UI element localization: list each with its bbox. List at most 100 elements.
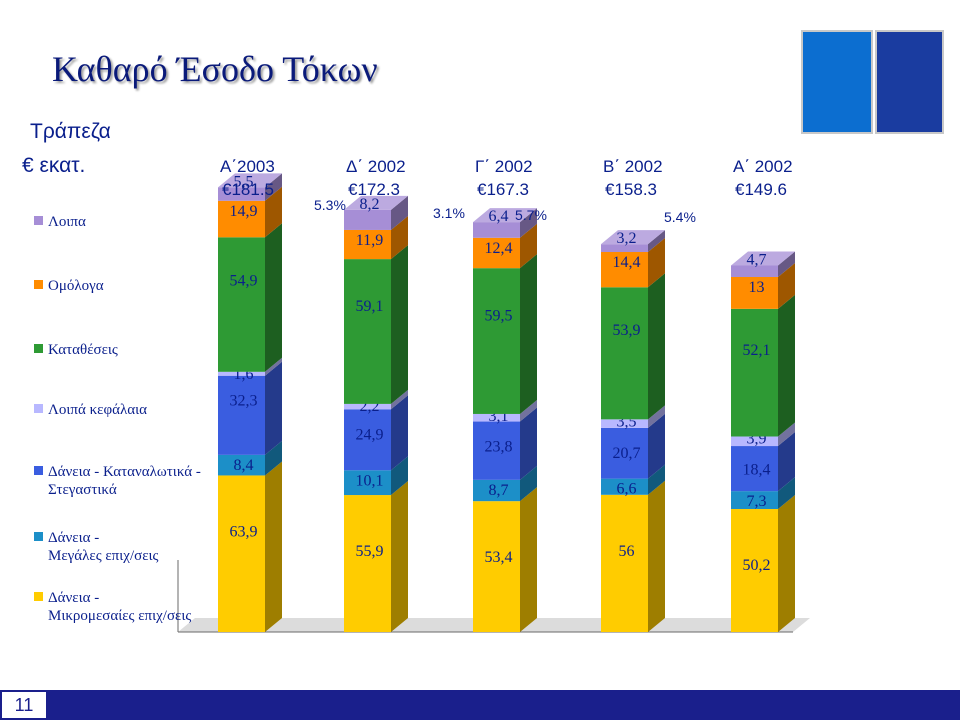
bar-segment-side: [778, 432, 795, 492]
alpha-bank-logo: [875, 30, 944, 134]
bar-top-face: [473, 208, 537, 223]
bar-segment: [731, 308, 778, 437]
data-label: 6,4: [489, 208, 509, 225]
bar-top-face: [344, 195, 408, 210]
category-label: Γ΄ 2002: [475, 157, 533, 176]
category-total: €181.5: [222, 180, 274, 199]
bar-segment: [601, 478, 648, 495]
bar-segment: [218, 375, 265, 455]
bar-segment-side: [778, 477, 795, 510]
bar-segment: [473, 421, 520, 480]
legend-label: Μικρομεσαίες επιχ/σεις: [48, 608, 191, 624]
bar-segment: [218, 237, 265, 372]
bar-top-face: [731, 251, 795, 266]
bar-segment-side: [391, 481, 408, 632]
bar-segment: [731, 436, 778, 447]
bar-segment-side: [520, 487, 537, 632]
bar-segment-side: [265, 223, 282, 372]
data-label: 56: [619, 543, 635, 560]
bar-segment-side: [648, 405, 665, 428]
data-label: 23,8: [485, 439, 513, 456]
bar-segment: [473, 237, 520, 269]
bar-segment: [344, 403, 391, 410]
legend-swatch: [34, 404, 43, 413]
legend-label: Δάνεια -: [48, 590, 99, 606]
bar-segment: [601, 244, 648, 253]
bar-segment-side: [520, 208, 537, 238]
bar-segment: [218, 200, 265, 238]
bar-segment: [601, 252, 648, 288]
bar-segment: [601, 419, 648, 428]
growth-label: 3.1%: [433, 205, 465, 221]
unit-label: € εκατ.: [22, 154, 86, 177]
bar-segment-side: [520, 254, 537, 414]
legend-swatch: [34, 280, 43, 289]
category-label: Α΄ 2002: [733, 157, 793, 176]
legend-swatch: [34, 344, 43, 353]
bar-segment: [344, 495, 391, 632]
bar-segment-side: [391, 245, 408, 404]
bar-segment: [344, 409, 391, 471]
category-label: Δ΄ 2002: [346, 157, 406, 176]
bar-segment: [218, 454, 265, 476]
athens-2004-logo: [801, 30, 873, 134]
bar-segment: [731, 509, 778, 632]
bar-segment-side: [778, 495, 795, 632]
legend-label: Ομόλογα: [48, 278, 104, 294]
bar-segment: [473, 268, 520, 414]
bar-segment-side: [648, 230, 665, 253]
bar-segment-side: [265, 440, 282, 476]
bar-segment-side: [265, 173, 282, 201]
growth-label: 5.7%: [515, 207, 547, 223]
bar-segment-side: [265, 357, 282, 376]
legend-label: Στεγαστικά: [48, 482, 117, 498]
bar-segment-side: [778, 422, 795, 447]
data-label: 8,7: [489, 482, 509, 499]
category-total: €158.3: [605, 180, 657, 199]
bar-segment-side: [391, 215, 408, 260]
data-label: 12,4: [485, 240, 513, 257]
data-label: 10,1: [356, 472, 384, 489]
legend-swatch: [34, 466, 43, 475]
bar-segment: [473, 501, 520, 632]
bar-segment-side: [265, 361, 282, 455]
data-label: 50,2: [743, 557, 771, 574]
growth-label: 5.4%: [664, 209, 696, 225]
bar-top-face: [218, 173, 282, 188]
growth-label: 5.3%: [314, 197, 346, 213]
footer-bar: [0, 690, 960, 720]
bar-segment-side: [648, 273, 665, 420]
bar-segment-side: [778, 251, 795, 277]
data-label: 13: [749, 279, 765, 296]
data-label: 24,9: [356, 426, 384, 443]
stacked-bar-chart: Λοιπα Ομόλογα Καταθέσεις Λοιπά κεφάλαια Δάνε…: [34, 157, 810, 633]
bar-segment: [344, 209, 391, 230]
data-label: 5,5: [234, 173, 254, 190]
legend-swatch: [34, 592, 43, 601]
data-label: 8,4: [234, 457, 254, 474]
bar-segment-side: [265, 186, 282, 238]
bar-segment-side: [648, 413, 665, 479]
page-title: Καθαρό Έσοδο Τόκων: [52, 49, 378, 89]
category-total: €149.6: [735, 180, 787, 199]
legend-label: Μεγάλες επιχ/σεις: [48, 548, 159, 564]
category-label: Α΄2003: [220, 157, 275, 176]
bar-segment-side: [778, 294, 795, 437]
category-total: €172.3: [348, 180, 400, 199]
legend-label: Δάνεια -: [48, 530, 99, 546]
legend-swatch: [34, 216, 43, 225]
bar-segment: [344, 229, 391, 260]
bar-segment-side: [265, 461, 282, 632]
data-label: 14,9: [230, 203, 258, 220]
data-label: 54,9: [230, 273, 258, 290]
bank-label: Τράπεζα: [30, 120, 111, 143]
data-label: 59,1: [356, 298, 384, 315]
bar-segment-side: [648, 480, 665, 632]
data-label: 14,4: [613, 254, 641, 271]
bar-segment: [344, 259, 391, 404]
bar-top-face: [601, 230, 665, 245]
legend-label: Λοιπα: [48, 214, 86, 230]
bar-segment: [218, 187, 265, 201]
bar-segment-side: [520, 407, 537, 480]
bar-segment: [731, 265, 778, 277]
